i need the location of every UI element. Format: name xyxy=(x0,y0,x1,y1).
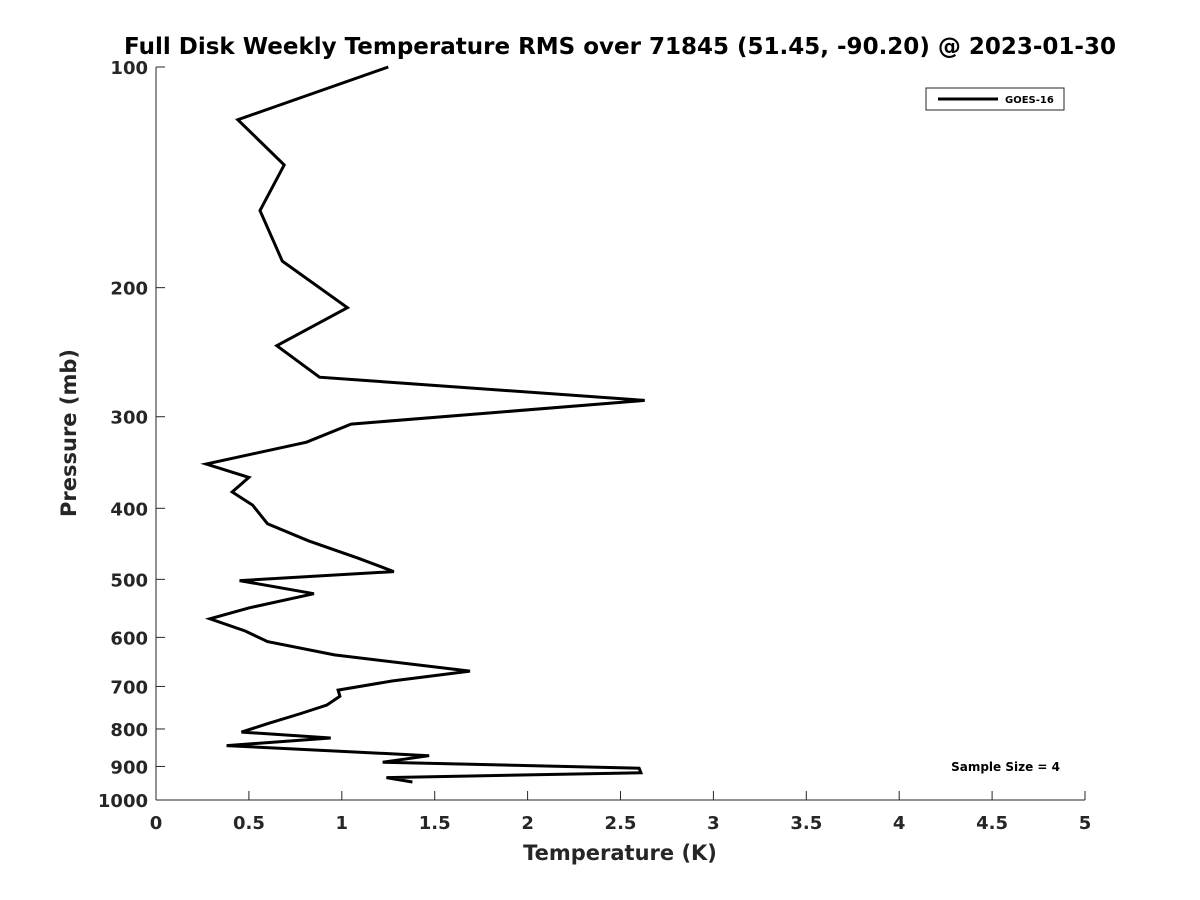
y-tick-label: 900 xyxy=(110,757,148,778)
y-tick-label: 700 xyxy=(110,677,148,698)
x-tick-label: 4.5 xyxy=(976,813,1008,834)
plot-axes xyxy=(155,67,1085,801)
chart-title: Full Disk Weekly Temperature RMS over 71… xyxy=(124,34,1116,60)
legend-label: GOES-16 xyxy=(1005,95,1054,106)
legend: GOES-16 xyxy=(925,87,1065,111)
x-tick-label: 1 xyxy=(336,813,349,834)
y-tick-label: 400 xyxy=(110,499,148,520)
x-tick-label: 5 xyxy=(1079,813,1092,834)
x-tick-label: 3 xyxy=(707,813,720,834)
series-layer xyxy=(200,65,645,784)
y-tick-label: 1000 xyxy=(98,791,148,812)
x-tick-label: 2.5 xyxy=(605,813,637,834)
y-tick-label: 100 xyxy=(110,58,148,79)
x-tick-label: 0.5 xyxy=(233,813,265,834)
x-tick-label: 0 xyxy=(150,813,163,834)
x-tick-label: 2 xyxy=(521,813,534,834)
axis-ticks: 0 0.5 1 1.5 2 2.5 3 3.5 4 4.5 5 100 200 300 400 500 600 7… xyxy=(98,58,1091,834)
y-tick-label: 800 xyxy=(110,720,148,741)
x-tick-label: 3.5 xyxy=(790,813,822,834)
y-tick-label: 200 xyxy=(110,279,148,300)
x-axis-title: Temperature (K) xyxy=(523,841,717,865)
series-line xyxy=(200,65,645,784)
y-tick-label: 300 xyxy=(110,408,148,429)
annotations: Sample Size = 4 xyxy=(951,760,1060,774)
y-axis-title: Pressure (mb) xyxy=(57,349,81,517)
x-tick-label: 1.5 xyxy=(419,813,451,834)
x-tick-label: 4 xyxy=(893,813,906,834)
y-tick-label: 500 xyxy=(110,570,148,591)
sample-size-annotation: Sample Size = 4 xyxy=(951,760,1060,774)
y-tick-label: 600 xyxy=(110,628,148,649)
